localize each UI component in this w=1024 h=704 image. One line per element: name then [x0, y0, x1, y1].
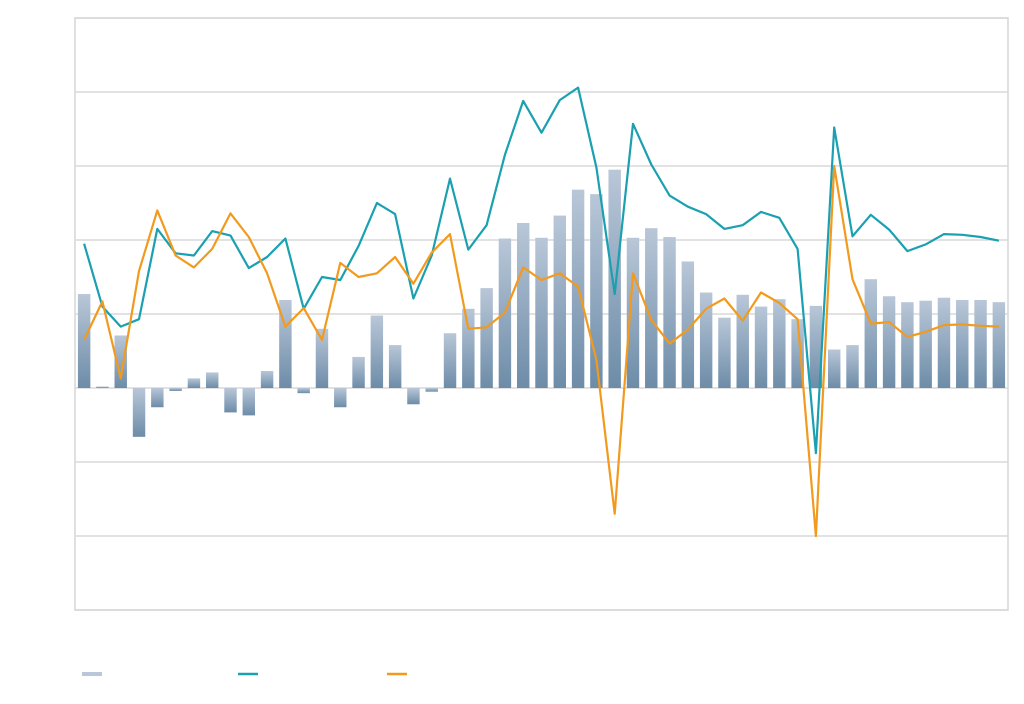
bar [242, 388, 256, 416]
bar [132, 388, 146, 437]
bar [919, 300, 932, 388]
bar [535, 237, 548, 388]
bar [516, 222, 530, 388]
bar [315, 328, 329, 388]
bar [370, 315, 384, 388]
bar [645, 228, 658, 388]
bar [407, 388, 420, 405]
bar [151, 388, 164, 408]
bar [901, 302, 914, 388]
bar [553, 215, 567, 388]
bar [846, 345, 859, 388]
bar [773, 299, 786, 388]
bar [937, 297, 951, 388]
bar [827, 349, 841, 388]
bar [169, 388, 182, 391]
bar [96, 386, 109, 389]
bar [626, 237, 640, 388]
bar [882, 296, 896, 388]
bar [718, 317, 731, 388]
bar [864, 279, 878, 388]
bar [992, 302, 1006, 388]
bar [608, 169, 621, 388]
series-line-1 [83, 86, 1000, 455]
plot-frame [74, 17, 1009, 611]
bar [443, 333, 457, 388]
series-line-2 [83, 164, 999, 538]
bar [260, 370, 274, 388]
bar [187, 378, 201, 388]
legend-swatch-bar [82, 672, 102, 676]
bar [224, 388, 237, 413]
bar [77, 294, 91, 388]
bar [205, 372, 219, 388]
bar [974, 299, 987, 388]
line-series [83, 86, 1000, 538]
bar [809, 305, 823, 388]
bar [663, 237, 676, 388]
bar [297, 388, 310, 394]
bar [352, 356, 365, 388]
bar [699, 292, 713, 388]
bar [388, 345, 402, 388]
bar [590, 194, 603, 388]
bar [681, 261, 695, 388]
bar [425, 388, 438, 392]
bar [114, 335, 127, 388]
bar [334, 388, 347, 408]
bar [480, 288, 493, 388]
bar-series [77, 169, 1006, 437]
bar [956, 299, 969, 388]
bar [754, 306, 768, 388]
bar [791, 319, 804, 388]
bar [462, 308, 475, 388]
bar [736, 294, 749, 388]
legend [82, 672, 407, 676]
